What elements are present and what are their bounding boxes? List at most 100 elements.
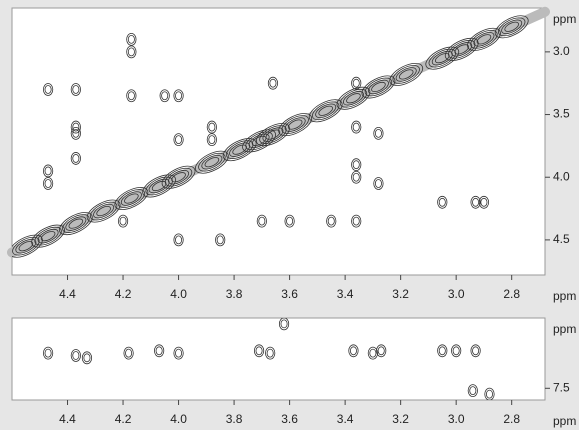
contour-ring: [173, 133, 184, 147]
contour-ring: [72, 351, 80, 360]
peak: [484, 387, 495, 400]
x-axis-label: ppm: [553, 289, 576, 303]
peak: [126, 89, 137, 103]
peak: [42, 164, 54, 178]
x-tick-label: 3.2: [392, 412, 409, 426]
peak: [42, 177, 54, 190]
peak: [265, 346, 276, 360]
contour-ring: [120, 191, 142, 206]
peak: [12, 234, 43, 258]
y-axis-label: ppm: [553, 322, 576, 336]
contour-ring: [278, 318, 290, 331]
peak: [278, 318, 290, 331]
contour-ring: [72, 122, 80, 132]
peak: [351, 120, 362, 134]
x-tick-label: 4.0: [170, 412, 187, 426]
contour-ring: [127, 34, 135, 44]
contour-ring: [175, 91, 183, 101]
contour-ring: [267, 76, 279, 90]
contour-ring: [127, 47, 135, 57]
contour-ring: [280, 319, 288, 329]
contour-ring: [93, 203, 115, 219]
contour-ring: [168, 170, 190, 185]
peak: [154, 344, 165, 358]
peak: [278, 113, 313, 137]
contour-ring: [352, 216, 360, 226]
contour-ring: [352, 122, 360, 132]
x-tick-label: 3.0: [448, 287, 465, 301]
contour-ring: [126, 45, 137, 59]
contour-ring: [171, 172, 186, 183]
peak: [31, 224, 65, 248]
contour-ring: [269, 78, 277, 88]
contour-ring: [258, 216, 266, 226]
peak: [256, 123, 290, 147]
contour-ring: [126, 32, 137, 46]
contour-ring: [308, 99, 343, 123]
contour-ring: [58, 212, 93, 236]
peak: [373, 126, 384, 140]
contour-ring: [72, 128, 80, 138]
contour-ring: [65, 216, 87, 231]
contour-ring: [155, 346, 163, 356]
x-tick-label: 3.4: [337, 412, 354, 426]
contour-ring: [255, 346, 263, 356]
contour-ring: [148, 178, 170, 194]
peak: [70, 83, 81, 96]
contour-ring: [348, 344, 359, 358]
contour-ring: [352, 172, 360, 182]
contour-ring: [444, 37, 479, 61]
contour-ring: [215, 233, 226, 247]
contour-ring: [151, 180, 167, 192]
contour-ring: [31, 224, 65, 248]
peak: [389, 62, 424, 86]
contour-ring: [286, 216, 294, 226]
contour-ring: [229, 142, 251, 157]
contour-ring: [437, 195, 448, 209]
peak: [159, 89, 170, 103]
plot-area: [11, 317, 546, 401]
contour-ring: [242, 129, 276, 153]
contour-ring: [70, 83, 81, 96]
contour-ring: [173, 233, 184, 247]
peak: [222, 138, 257, 162]
contour-ring: [262, 127, 284, 142]
peak: [161, 165, 196, 189]
contour-ring: [206, 133, 217, 147]
contour-ring: [352, 78, 360, 88]
contour-ring: [284, 117, 306, 132]
contour-ring: [70, 152, 81, 165]
contour-ring: [351, 214, 362, 228]
contour-ring: [472, 346, 480, 356]
contour-ring: [395, 67, 417, 82]
contour-ring: [175, 135, 183, 145]
contour-ring: [469, 386, 477, 396]
contour-ring: [435, 53, 450, 64]
x-tick-label: 3.2: [392, 287, 409, 301]
contour-ring: [352, 160, 360, 170]
contour-ring: [161, 91, 169, 101]
contour-ring: [44, 348, 52, 358]
peak: [42, 346, 54, 360]
contour-ring: [361, 75, 396, 99]
peak: [206, 133, 217, 147]
contour-ring: [12, 236, 40, 256]
peak: [351, 214, 362, 228]
contour-ring: [448, 40, 476, 59]
contour-ring: [278, 113, 313, 137]
peak: [81, 351, 93, 365]
peaks: [12, 15, 529, 258]
contour-ring: [451, 42, 473, 57]
contour-ring: [117, 214, 129, 228]
contour-ring: [89, 201, 118, 221]
contour-ring: [70, 120, 81, 134]
peak: [86, 199, 121, 223]
contour-ring: [72, 85, 80, 94]
x-tick-label: 3.8: [226, 412, 243, 426]
contour-ring: [12, 234, 43, 258]
contour-ring: [374, 179, 382, 188]
x-tick-label: 4.2: [115, 287, 132, 301]
contour-ring: [62, 214, 90, 233]
contour-ring: [44, 179, 52, 188]
